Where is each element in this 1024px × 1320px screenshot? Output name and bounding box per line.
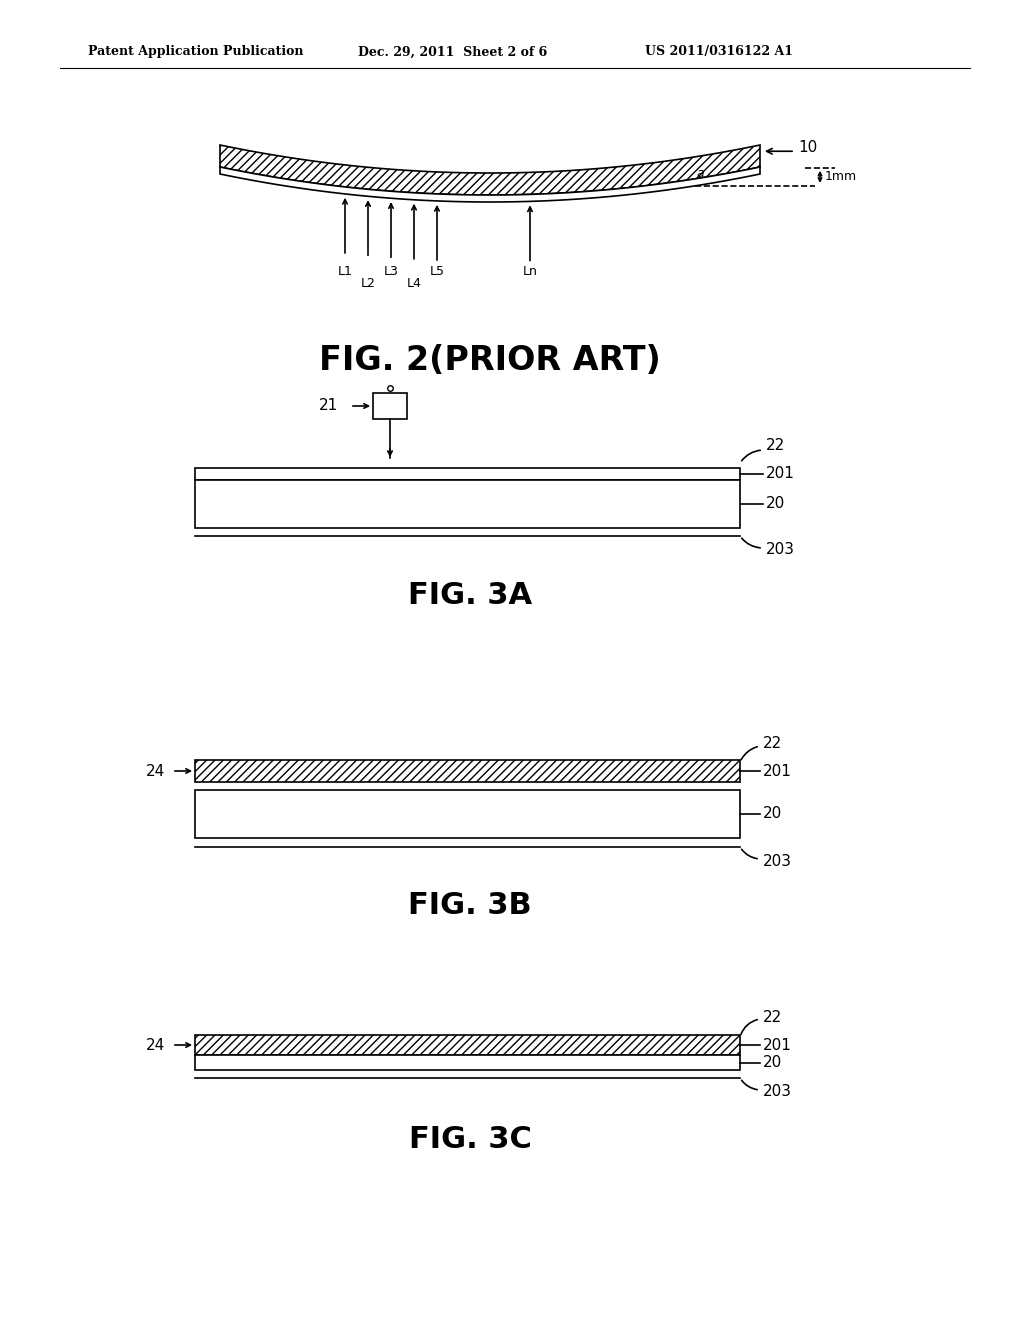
Text: 1mm: 1mm [825,170,857,183]
Text: FIG. 3C: FIG. 3C [409,1126,531,1155]
Bar [195,1055,740,1071]
Text: 24: 24 [145,763,165,779]
Polygon shape [220,168,760,202]
Text: a: a [697,166,705,180]
Text: L5: L5 [429,264,444,277]
Text: FIG. 2(PRIOR ART): FIG. 2(PRIOR ART) [319,343,660,376]
Text: 20: 20 [766,496,785,511]
Bar [195,469,740,480]
Bar [195,1035,740,1055]
Text: L4: L4 [407,277,422,289]
Text: 203: 203 [766,543,795,557]
Bar [195,760,740,781]
Polygon shape [220,145,760,195]
Bar [195,480,740,528]
Text: 203: 203 [763,1085,792,1100]
Text: 22: 22 [766,438,785,454]
Text: 20: 20 [763,807,782,821]
Text: Dec. 29, 2011  Sheet 2 of 6: Dec. 29, 2011 Sheet 2 of 6 [358,45,547,58]
Text: 22: 22 [763,1010,782,1024]
Text: Ln: Ln [522,264,538,277]
Bar [195,789,740,838]
Bar [373,393,407,418]
Text: L2: L2 [360,277,376,289]
Text: Patent Application Publication: Patent Application Publication [88,45,303,58]
Text: L1: L1 [338,264,352,277]
Text: 201: 201 [763,763,792,779]
Text: FIG. 3A: FIG. 3A [408,582,532,610]
Text: 24: 24 [145,1038,165,1052]
Text: 21: 21 [318,399,338,413]
Text: 22: 22 [763,737,782,751]
Text: 10: 10 [798,140,817,156]
Text: FIG. 3B: FIG. 3B [409,891,531,920]
Text: 203: 203 [763,854,792,869]
Text: L3: L3 [384,264,398,277]
Text: 201: 201 [763,1038,792,1052]
Text: 201: 201 [766,466,795,482]
Text: 20: 20 [763,1055,782,1071]
Text: US 2011/0316122 A1: US 2011/0316122 A1 [645,45,793,58]
